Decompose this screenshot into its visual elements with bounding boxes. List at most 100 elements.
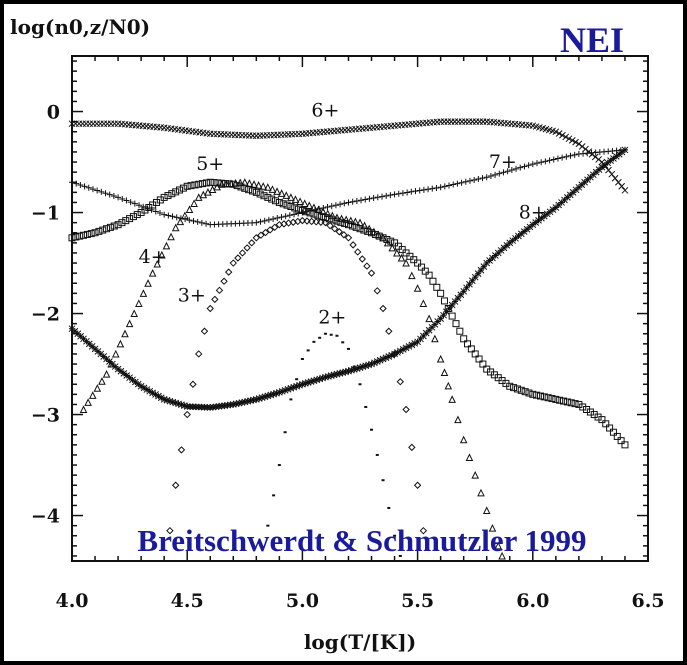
series-3plus-point xyxy=(344,234,353,242)
series-8plus-point xyxy=(307,378,315,385)
series-7plus-point xyxy=(542,158,549,165)
series-8plus-point xyxy=(117,367,125,375)
series-7plus-point xyxy=(383,192,390,199)
series-7plus-point xyxy=(295,210,302,217)
series-8plus-point xyxy=(324,373,332,380)
series-7plus-point xyxy=(337,201,344,208)
series-4plus-point xyxy=(79,405,88,413)
series-4plus-point xyxy=(397,253,406,262)
series-5plus-point xyxy=(291,204,299,212)
series-3plus-point xyxy=(243,244,251,252)
series-8plus-point xyxy=(408,341,416,349)
series-8plus-point xyxy=(350,365,358,373)
series-7plus-point xyxy=(115,194,122,201)
series-8plus-point xyxy=(270,390,277,398)
series-8plus-point xyxy=(621,146,629,154)
series-4plus-point xyxy=(444,381,453,390)
series-5plus-point xyxy=(325,215,333,223)
series-8plus-point xyxy=(264,392,272,400)
series-5plus-point xyxy=(237,183,245,191)
series-3plus-point xyxy=(303,217,311,225)
series-5plus-point xyxy=(279,200,287,208)
series-2plus-point xyxy=(277,464,281,467)
series-8plus-point xyxy=(457,291,465,299)
series-4plus-point xyxy=(471,471,480,479)
series-5plus-point xyxy=(356,225,364,233)
series-4plus-point xyxy=(121,329,129,338)
series-7plus-point xyxy=(395,190,402,197)
series-7plus-point xyxy=(362,196,369,203)
series-5plus-point xyxy=(609,428,617,436)
series-5plus-point xyxy=(91,229,99,237)
series-7plus-point xyxy=(420,186,427,193)
series-label-3plus: 3+ xyxy=(178,284,206,306)
series-8plus-point xyxy=(411,339,419,347)
series-5plus-point xyxy=(272,197,280,205)
series-2plus-point xyxy=(318,336,322,339)
series-2plus-point xyxy=(381,479,385,482)
series-5plus-point xyxy=(195,180,203,188)
series-5plus-point xyxy=(383,235,391,243)
series-2plus-point xyxy=(364,405,368,408)
series-8plus-point xyxy=(466,280,473,288)
series-5plus-point xyxy=(517,386,525,394)
series-7plus-point xyxy=(98,188,105,195)
series-5plus-point xyxy=(183,182,191,190)
series-7plus-point xyxy=(106,191,113,198)
series-7plus-point xyxy=(307,207,314,214)
series-2plus-point xyxy=(306,349,310,352)
series-5plus-point xyxy=(199,180,207,188)
series-7plus-point xyxy=(73,180,80,187)
series-7plus-point xyxy=(462,178,469,185)
series-8plus-point xyxy=(546,208,554,216)
series-7plus-point xyxy=(366,195,373,202)
series-8plus-point xyxy=(454,294,462,302)
series-4plus-point xyxy=(388,243,397,252)
series-4plus-point xyxy=(268,185,277,193)
series-7plus-point xyxy=(475,176,482,183)
series-8plus-point xyxy=(281,386,289,394)
series-7plus-point xyxy=(349,198,356,205)
series-6plus-point xyxy=(552,128,560,136)
series-8plus-point xyxy=(267,391,275,399)
series-7plus-point xyxy=(571,151,578,158)
series-4plus-point xyxy=(333,213,341,222)
series-8plus-point xyxy=(336,370,344,377)
series-5plus-point xyxy=(437,289,445,297)
series-8plus-point xyxy=(339,369,347,376)
series-7plus-point xyxy=(345,199,352,206)
series-7plus-point xyxy=(374,194,381,201)
series-4plus-point xyxy=(254,181,263,189)
series-2plus-point xyxy=(323,332,327,335)
series-7plus-point xyxy=(253,219,260,226)
x-tick-label: 4.0 xyxy=(55,590,88,612)
series-4plus-point xyxy=(459,435,468,444)
y-tick-label: −1 xyxy=(31,203,60,225)
series-8plus-point xyxy=(610,155,617,162)
series-8plus-point xyxy=(365,361,372,369)
series-3plus-point xyxy=(271,223,279,232)
series-5plus-point xyxy=(287,202,295,210)
series-8plus-point xyxy=(255,395,263,402)
series-4plus-point xyxy=(250,180,258,188)
series-5plus-point xyxy=(379,234,387,242)
series-8plus-point xyxy=(313,376,321,384)
series-8plus-point xyxy=(348,366,355,374)
series-4plus-point xyxy=(465,453,474,461)
series-7plus-point xyxy=(441,183,448,190)
series-5plus-point xyxy=(114,221,122,229)
series-7plus-point xyxy=(358,197,365,204)
series-4plus-point xyxy=(287,193,295,201)
series-3plus-point xyxy=(238,249,247,257)
series-5plus-point xyxy=(613,432,621,440)
series-7plus-point xyxy=(517,164,524,171)
series-5plus-point xyxy=(529,390,537,398)
series-7plus-point xyxy=(408,188,415,195)
series-5plus-point xyxy=(256,190,264,198)
series-5plus-point xyxy=(548,395,556,403)
series-8plus-point xyxy=(114,365,122,373)
series-4plus-point xyxy=(167,232,175,241)
series-5plus-point xyxy=(68,234,76,242)
series-2plus-point xyxy=(283,431,287,434)
y-tick-label: −2 xyxy=(31,304,60,326)
